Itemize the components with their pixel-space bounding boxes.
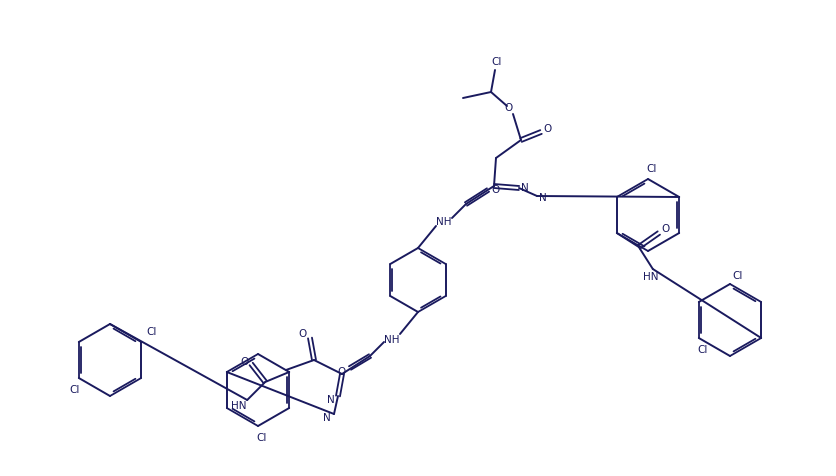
Text: O: O	[543, 124, 552, 134]
Text: N: N	[327, 395, 334, 405]
Text: O: O	[338, 367, 346, 377]
Text: Cl: Cl	[646, 164, 656, 174]
Text: O: O	[240, 357, 248, 367]
Text: Cl: Cl	[257, 433, 267, 443]
Text: O: O	[504, 103, 512, 113]
Text: Cl: Cl	[732, 271, 742, 281]
Text: N: N	[323, 413, 330, 423]
Text: HN: HN	[642, 272, 658, 282]
Text: Cl: Cl	[696, 345, 707, 355]
Text: Cl: Cl	[492, 57, 502, 67]
Text: NH: NH	[384, 335, 400, 345]
Text: O: O	[298, 329, 307, 339]
Text: N: N	[521, 183, 528, 193]
Text: HN: HN	[231, 401, 247, 411]
Text: NH: NH	[436, 217, 451, 227]
Text: Cl: Cl	[69, 385, 80, 395]
Text: Cl: Cl	[145, 327, 156, 337]
Text: O: O	[492, 185, 500, 195]
Text: N: N	[538, 193, 546, 203]
Text: O: O	[661, 224, 669, 234]
